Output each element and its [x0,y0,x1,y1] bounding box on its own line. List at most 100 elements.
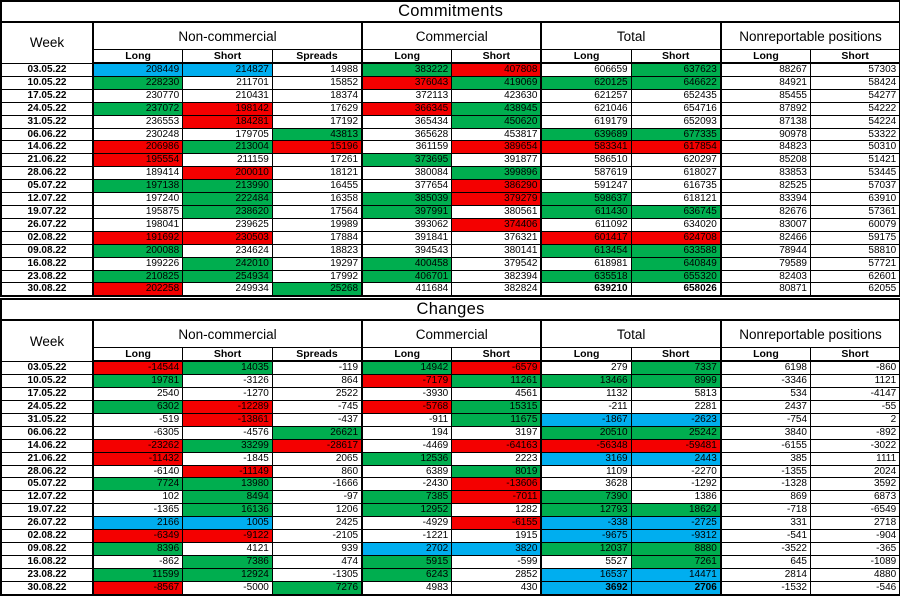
value-cell: -3522 [719,542,811,556]
value-cell: 379542 [451,256,542,271]
week-cell: 09.08.22 [0,243,94,258]
table-row: 19.07.22 -1365 16136 1206 12952 1282 12793 1862… [0,503,900,518]
value-cell: 618121 [630,192,722,206]
value-cell: 619179 [540,114,632,129]
value-cell: -12289 [182,400,273,414]
value-cell: -1365 [92,503,184,518]
value-cell: 366345 [361,101,453,116]
value-cell: 5915 [361,554,453,569]
table-row: 14.06.22 206986 213004 15196 361159 389654 583… [0,140,900,155]
value-cell: 4880 [810,567,900,582]
value-cell: 4983 [361,580,453,596]
week-cell: 24.05.22 [0,400,94,414]
week-cell: 23.08.22 [0,567,94,582]
value-cell: 57037 [810,179,900,194]
week-cell: 21.06.22 [0,451,94,466]
value-cell: 389654 [451,140,542,155]
value-cell: 4121 [182,542,273,556]
value-cell: 2065 [271,451,363,466]
value-cell: 14035 [182,360,273,376]
table-row: 10.05.22 228230 211701 15852 376043 419069 620… [0,75,900,90]
week-cell: 28.06.22 [0,166,94,181]
value-cell: 83853 [719,166,811,181]
week-cell: 28.06.22 [0,464,94,479]
group-header-nonreportable: Nonreportable positions [719,21,900,50]
value-cell: 195554 [92,153,184,168]
value-cell: 617854 [630,140,722,155]
value-cell: 6873 [810,490,900,505]
col-header-nc-long: Long [92,49,184,64]
value-cell: 399896 [451,166,542,181]
value-cell: 191692 [92,230,184,245]
value-cell: 382394 [451,269,542,284]
value-cell: -11432 [92,451,184,466]
value-cell: 54277 [810,88,900,103]
col-header-c-long: Long [361,49,453,64]
value-cell: 58810 [810,243,900,258]
value-cell: 18823 [271,243,363,258]
week-cell: 12.07.22 [0,490,94,505]
value-cell: 12924 [182,567,273,582]
value-cell: 15852 [271,75,363,90]
value-cell: 82676 [719,204,811,219]
group-header-commercial: Commercial [361,319,542,349]
value-cell: -5000 [182,580,273,596]
week-cell: 19.07.22 [0,204,94,219]
table-row: 17.05.22 230770 210431 18374 372113 423630 621… [0,88,900,103]
value-cell: 361159 [361,140,453,155]
value-cell: -28617 [271,438,363,453]
col-header-c-short: Short [451,347,542,363]
value-cell: 391841 [361,230,453,245]
value-cell: 230503 [182,230,273,245]
value-cell: 411684 [361,282,453,297]
value-cell: -6579 [451,360,542,376]
value-cell: 655320 [630,269,722,284]
value-cell: 2437 [719,400,811,414]
week-cell: 21.06.22 [0,153,94,168]
value-cell: 380561 [451,204,542,219]
value-cell: 16455 [271,179,363,194]
value-cell: -14544 [92,360,184,376]
value-cell: 87892 [719,101,811,116]
value-cell: -11149 [182,464,273,479]
value-cell: 633588 [630,243,722,258]
value-cell: -2623 [630,412,722,427]
value-cell: 1005 [182,516,273,531]
commitments-table: Commitments Week Non-commercial Commerci… [0,0,900,298]
week-cell: 24.05.22 [0,101,94,116]
table-row: 02.08.22 -6349 -9122 -2105 -1221 1915 -9675 -93… [0,529,900,543]
value-cell: -2430 [361,477,453,492]
value-cell: 3840 [719,425,811,440]
value-cell: -745 [271,400,363,414]
value-cell: 12037 [540,542,632,556]
value-cell: 385039 [361,192,453,206]
table-row: 21.06.22 -11432 -1845 2065 12536 2223 3169 2443… [0,451,900,466]
value-cell: 15315 [451,400,542,414]
value-cell: -4147 [810,387,900,402]
week-cell: 09.08.22 [0,542,94,556]
value-cell: 376321 [451,230,542,245]
col-header-nr-long: Long [719,49,811,64]
value-cell: 7276 [271,580,363,596]
value-cell: 17192 [271,114,363,129]
week-cell: 12.07.22 [0,192,94,206]
value-cell: 214827 [182,62,273,77]
value-cell: 3169 [540,451,632,466]
week-cell: 14.06.22 [0,140,94,155]
value-cell: 2 [810,412,900,427]
value-cell: 242010 [182,256,273,271]
value-cell: 19781 [92,374,184,389]
table-row: 16.08.22 -862 7386 474 5915 -599 5527 7261 645 -1… [0,554,900,569]
value-cell: 194 [361,425,453,440]
value-cell: -6140 [92,464,184,479]
table-row: 16.08.22 199226 242010 19297 400458 379542 618… [0,256,900,271]
table-row: 06.06.22 230248 179705 43813 365628 453817 639… [0,127,900,142]
value-cell: 380084 [361,166,453,181]
value-cell: -904 [810,529,900,543]
table-row: 19.07.22 195875 238620 17564 397991 380561 611… [0,204,900,219]
value-cell: 331 [719,516,811,531]
col-header-t-long: Long [540,347,632,363]
value-cell: 234624 [182,243,273,258]
value-cell: 197138 [92,179,184,194]
week-cell: 16.08.22 [0,554,94,569]
